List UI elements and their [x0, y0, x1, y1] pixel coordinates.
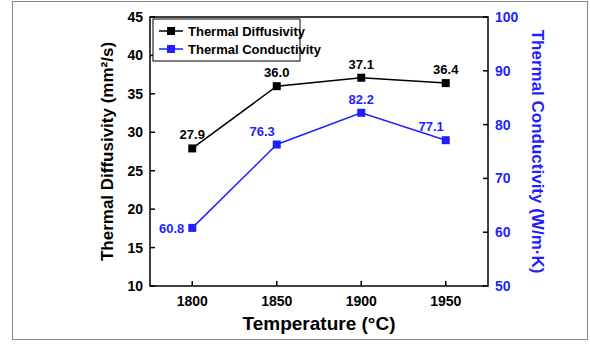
figure-border: [13, 2, 588, 340]
x-tick-label: 1950: [430, 293, 461, 309]
data-labels: 27.9 36.0 37.1 36.4 60.8 76.3 82.2 77.1: [159, 57, 459, 236]
y2-axis-title: Thermal Conductivity (W/m·K): [528, 30, 547, 274]
y-tick: [150, 208, 155, 210]
chart: 1800 1850 1900 1950 10 15 20 25 30 35 40 45 50 60 70 80…: [0, 0, 590, 354]
legend-marker: [167, 45, 175, 53]
series-line: [192, 78, 446, 149]
point: [442, 136, 450, 144]
y2-tick-label: 90: [495, 63, 511, 79]
y-tick-label: 45: [127, 9, 143, 25]
x-tick: [276, 281, 278, 286]
y2-tick-label: 70: [495, 170, 511, 186]
y-tick-label: 40: [127, 47, 143, 63]
x-tick-label: 1800: [177, 293, 208, 309]
x-tick-label: 1900: [346, 293, 377, 309]
data-label: 77.1: [418, 119, 443, 134]
y2-tick: [483, 231, 488, 233]
y-tick-label: 30: [127, 124, 143, 140]
point: [273, 141, 281, 149]
y-tick: [150, 285, 155, 287]
data-label: 36.0: [264, 65, 289, 80]
y2-tick-label: 60: [495, 224, 511, 240]
y2-tick: [483, 178, 488, 180]
y2-tick-label: 80: [495, 117, 511, 133]
y-tick-label: 35: [127, 86, 143, 102]
data-label: 76.3: [249, 124, 274, 139]
legend-marker: [167, 27, 175, 35]
y2-tick: [483, 124, 488, 126]
point: [188, 144, 196, 152]
point: [442, 79, 450, 87]
data-label: 82.2: [349, 92, 374, 107]
y-tick: [150, 170, 155, 172]
x-tick-label: 1850: [261, 293, 292, 309]
y-tick-label: 25: [127, 163, 143, 179]
plot-frame: [150, 17, 488, 286]
data-label: 27.9: [180, 127, 205, 142]
y-tick: [150, 16, 155, 18]
data-label: 36.4: [433, 62, 459, 77]
point: [357, 109, 365, 117]
y2-tick: [483, 70, 488, 72]
y-tick-label: 15: [127, 240, 143, 256]
y-tick: [150, 93, 155, 95]
x-tick: [445, 281, 447, 286]
y2-tick-label: 100: [495, 9, 519, 25]
y2-tick: [483, 16, 488, 18]
y2-tick-label: 50: [495, 278, 511, 294]
data-label: 60.8: [159, 221, 184, 236]
y-tick: [150, 247, 155, 249]
y2-tick: [483, 285, 488, 287]
marks: [188, 74, 450, 232]
y-tick-label: 10: [127, 278, 143, 294]
legend-label: Thermal Conductivity: [188, 42, 322, 57]
data-label: 37.1: [349, 57, 374, 72]
legend-label: Thermal Diffusivity: [188, 24, 306, 39]
x-tick: [192, 281, 194, 286]
x-tick: [361, 281, 363, 286]
y-axis-title: Thermal Diffusivity (mm²/s): [98, 42, 117, 261]
point: [188, 224, 196, 232]
point: [273, 82, 281, 90]
legend: Thermal Diffusivity Thermal Conductivity: [153, 19, 322, 61]
x-axis-title: Temperature (°C): [243, 313, 396, 334]
point: [357, 74, 365, 82]
y-tick: [150, 132, 155, 134]
y-tick-label: 20: [127, 201, 143, 217]
series-line: [192, 113, 446, 228]
